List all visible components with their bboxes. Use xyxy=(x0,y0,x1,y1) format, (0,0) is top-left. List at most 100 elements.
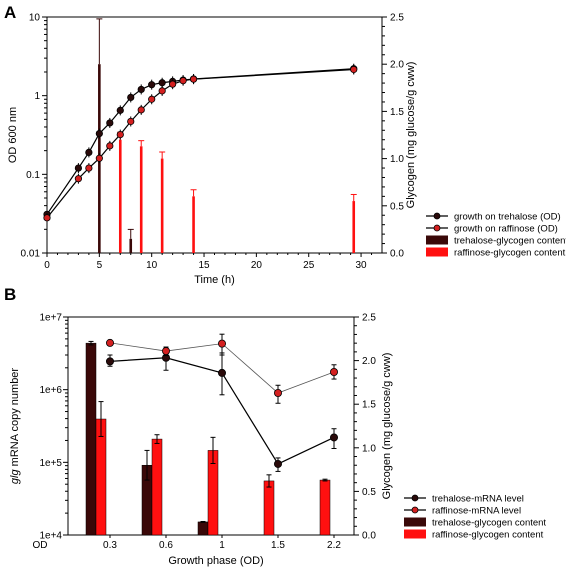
od-marker xyxy=(127,93,135,102)
x-tick-label: 5 xyxy=(97,260,103,271)
x-tick-label: 10 xyxy=(146,260,158,271)
y2-tick-label: 0.0 xyxy=(362,531,376,542)
od-marker xyxy=(95,154,103,162)
legend-label: raffinose-glycogen content xyxy=(454,248,566,259)
legend-label: growth on trehalose (OD) xyxy=(454,212,561,223)
y-tick-label: 10 xyxy=(29,13,41,24)
legend-label: growth on raffinose (OD) xyxy=(454,224,558,235)
legend-label: trehalose-mRNA level xyxy=(432,494,524,505)
y-tick-label: 1e+4 xyxy=(39,531,62,542)
od-marker xyxy=(43,214,51,222)
y2-tick-label: 1.5 xyxy=(362,400,376,411)
y-tick-label: 1 xyxy=(34,91,40,102)
mrna-marker xyxy=(106,338,115,347)
legend-label: raffinose-mRNA level xyxy=(432,506,521,517)
od-marker xyxy=(350,65,358,74)
y-axis-label-rest: mRNA copy number xyxy=(9,368,21,470)
chart-b: OD 0.3 0.6 1 1.5 2.2 1e+4 1e+5 1e+6 1e+7 0.0 0.5 1.0… xyxy=(9,313,546,568)
od-marker xyxy=(137,106,145,114)
y-axis-label: glg mRNA copy number xyxy=(9,368,21,485)
legend-label: trehalose-glycogen content xyxy=(432,518,546,529)
glycogen-bar xyxy=(263,480,275,536)
od-marker xyxy=(137,85,145,94)
y2-tick-label: 0.5 xyxy=(362,487,376,498)
y-axis-label: OD 600 nm xyxy=(7,107,19,163)
x-tick-label: 25 xyxy=(303,260,315,271)
legend-marker xyxy=(433,212,441,220)
od-marker xyxy=(106,119,114,127)
y-tick-label: 1e+5 xyxy=(39,458,62,469)
legend-label: raffinose-glycogen content xyxy=(432,530,544,541)
x-tick-label: 1 xyxy=(219,540,225,551)
od-marker xyxy=(106,142,114,150)
x-tick-label: 15 xyxy=(198,260,210,271)
y-axis-label-gene: glg xyxy=(9,469,21,485)
y2-tick-label: 2.0 xyxy=(362,356,376,367)
od-marker xyxy=(74,164,83,172)
legend-swatch xyxy=(404,517,426,527)
legend-swatch xyxy=(404,529,426,539)
glycogen-bar xyxy=(352,201,356,253)
glycogen-bar xyxy=(151,438,163,536)
y2-axis-label: Glycogen (mg glucose/g cww) xyxy=(405,62,417,209)
od-marker xyxy=(116,106,124,114)
legend-marker xyxy=(411,506,419,514)
glycogen-bar xyxy=(118,139,122,253)
od-marker xyxy=(148,95,156,103)
y-tick-label: 0.1 xyxy=(26,170,40,181)
od-marker xyxy=(158,79,166,87)
mrna-marker xyxy=(329,433,338,442)
glycogen-bar xyxy=(192,196,195,253)
x-tick-label: 0.3 xyxy=(103,540,117,551)
y-tick-label: 1e+7 xyxy=(39,313,62,324)
od-line xyxy=(46,68,354,215)
glycogen-bar xyxy=(139,146,143,253)
mrna-marker xyxy=(273,388,282,397)
y2-tick-label: 1.0 xyxy=(362,443,376,454)
y2-tick-label: 1.5 xyxy=(390,107,404,118)
od-marker xyxy=(169,80,177,88)
od-marker xyxy=(179,77,187,85)
glycogen-bar xyxy=(197,521,209,536)
od-marker xyxy=(148,81,156,89)
od-marker xyxy=(74,175,83,183)
mrna-marker xyxy=(161,347,170,356)
x-tick-label: 0 xyxy=(44,260,50,271)
y2-tick-label: 2.0 xyxy=(390,60,404,71)
mrna-marker xyxy=(273,459,282,468)
y2-tick-label: 2.5 xyxy=(390,13,404,24)
glycogen-bar xyxy=(85,342,97,536)
legend-swatch xyxy=(426,247,448,257)
glycogen-bar xyxy=(160,158,164,253)
od-marker xyxy=(116,130,124,139)
x-prefix-label: OD xyxy=(33,540,48,551)
od-marker xyxy=(158,87,166,95)
legend-marker xyxy=(433,224,441,232)
panel-label-b: B xyxy=(4,285,16,304)
x-axis-label: Growth phase (OD) xyxy=(168,555,263,567)
y2-tick-label: 0.5 xyxy=(390,201,404,212)
chart-a: 0 5 10 15 20 25 30 0.01 0.1 1 10 0.0 0.5 1.0 1.5 2.0 2.5… xyxy=(7,13,566,287)
legend-marker xyxy=(411,494,419,502)
panel-label-a: A xyxy=(4,3,16,22)
x-tick-label: 30 xyxy=(356,260,368,271)
mrna-marker xyxy=(329,368,338,377)
y2-axis-label: Glycogen (mg glucose/g cww) xyxy=(381,353,393,500)
od-marker xyxy=(189,75,198,83)
od-line xyxy=(46,68,354,219)
od-marker xyxy=(85,148,93,157)
mrna-marker xyxy=(106,357,115,366)
x-tick-label: 2.2 xyxy=(327,540,341,551)
y2-tick-label: 1.0 xyxy=(390,154,404,165)
glycogen-bar xyxy=(129,238,133,253)
legend-swatch xyxy=(426,235,448,245)
od-marker xyxy=(127,117,135,126)
mrna-marker xyxy=(217,368,226,377)
x-tick-label: 20 xyxy=(251,260,263,271)
od-marker xyxy=(95,129,103,138)
y-tick-label: 0.01 xyxy=(21,249,41,260)
y-tick-label: 1e+6 xyxy=(39,385,62,396)
x-tick-label: 0.6 xyxy=(159,540,173,551)
od-marker xyxy=(85,164,93,172)
